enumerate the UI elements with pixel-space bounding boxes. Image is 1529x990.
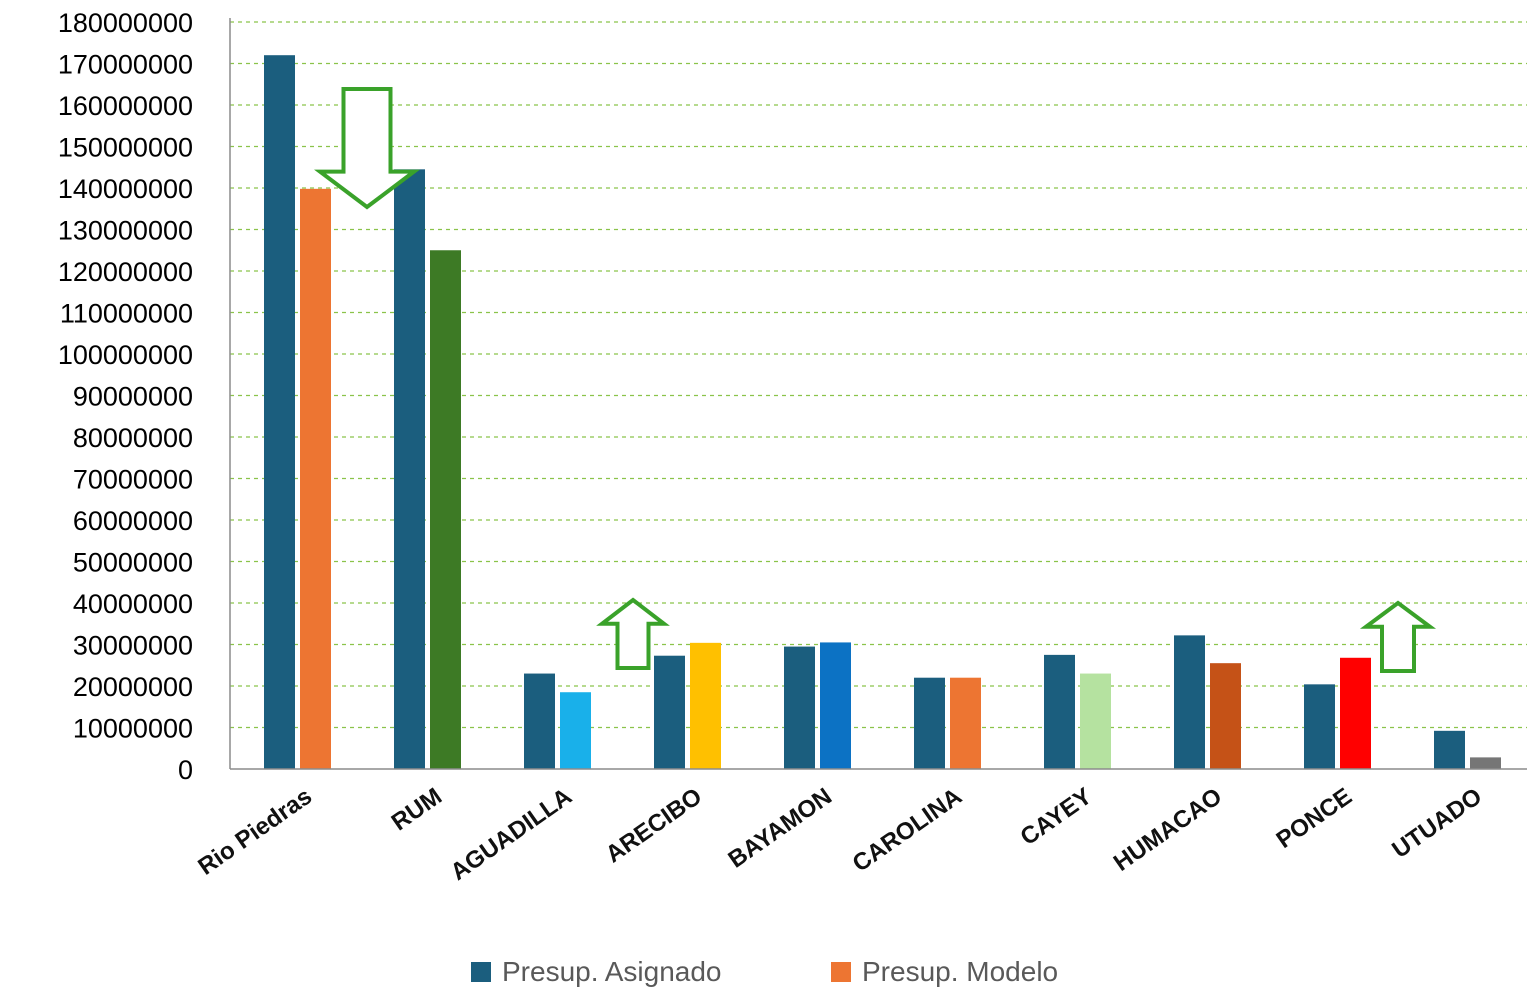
bar-modelo [1470,757,1501,769]
up-arrow-icon [1359,600,1437,673]
bar-modelo [300,188,331,769]
y-axis-ticks: 0 10000000 20000000 30000000 40000000 5000000… [58,8,193,785]
bar-modelo [820,642,851,769]
bar-asignado [264,55,295,769]
y-tick-label: 130000000 [58,216,193,246]
bar-modelo [950,677,981,769]
y-tick-label: 180000000 [58,8,193,38]
x-tick-label: PONCE [1272,783,1357,854]
legend-label-modelo: Presup. Modelo [862,956,1058,987]
bar-asignado [524,673,555,769]
legend-swatch-modelo [831,962,851,982]
bar-modelo [1080,673,1111,769]
x-tick-label: UTUADO [1387,783,1487,864]
y-tick-label: 20000000 [73,672,193,702]
y-tick-label: 160000000 [58,91,193,121]
legend-label-asignado: Presup. Asignado [502,956,722,987]
bars [264,55,1501,769]
axes [229,18,1527,770]
x-tick-label: Rio Piedras [193,783,317,881]
x-tick-label: BAYAMON [723,783,836,874]
bar-modelo [430,250,461,769]
down-arrow-icon [314,87,420,210]
y-tick-label: 10000000 [73,714,193,744]
x-tick-label: CAYEY [1016,783,1097,851]
x-tick-label: ARECIBO [601,783,707,869]
x-tick-label: CAROLINA [848,783,967,878]
y-tick-label: 90000000 [73,382,193,412]
x-tick-label: RUM [387,783,447,836]
y-tick-label: 50000000 [73,548,193,578]
y-tick-label: 80000000 [73,423,193,453]
y-tick-label: 120000000 [58,257,193,287]
up-arrow-icon [596,597,670,670]
bar-asignado [784,646,815,769]
bar-modelo [1340,657,1371,769]
y-tick-label: 40000000 [73,589,193,619]
y-tick-label: 30000000 [73,631,193,661]
x-tick-label: AGUADILLA [446,783,577,886]
legend-swatch-asignado [471,962,491,982]
annotations [314,87,1437,673]
y-tick-label: 170000000 [58,50,193,80]
y-tick-label: 70000000 [73,465,193,495]
bar-modelo [1210,663,1241,769]
y-tick-label: 110000000 [60,299,193,329]
y-tick-label: 100000000 [58,340,193,370]
y-tick-label: 150000000 [58,133,193,163]
bar-asignado [1434,730,1465,769]
x-tick-label: HUMACAO [1109,783,1227,877]
bar-modelo [560,692,591,769]
bar-asignado [1304,684,1335,769]
legend: Presup. Asignado Presup. Modelo [471,956,1058,987]
bar-modelo [690,642,721,769]
bar-asignado [1044,654,1075,769]
y-tick-label: 60000000 [73,506,193,536]
y-tick-label: 140000000 [58,174,193,204]
bar-asignado [914,677,945,769]
bar-asignado [394,169,425,769]
y-tick-label: 0 [178,755,193,785]
bar-asignado [654,655,685,769]
bar-asignado [1174,635,1205,769]
